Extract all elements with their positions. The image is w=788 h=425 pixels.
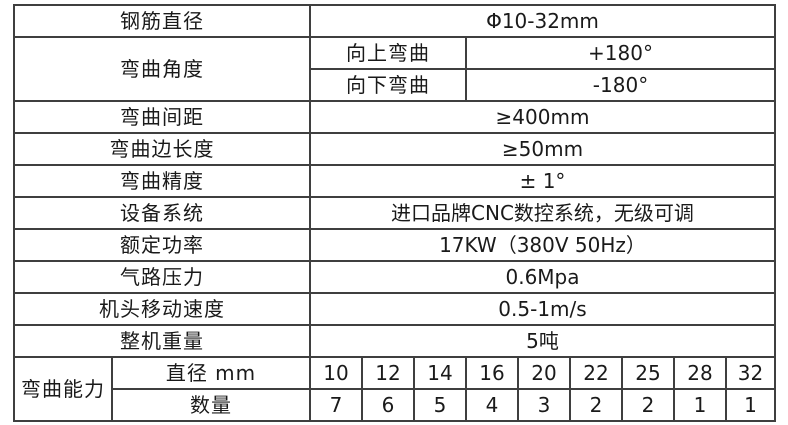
capacity-diameter-header: 直径 mm: [111, 356, 311, 390]
rated-power-label: 额定功率: [13, 228, 311, 262]
capacity-diameter-cell: 12: [361, 356, 415, 390]
bend-angle-up-value: +180°: [465, 36, 776, 70]
equipment-system-label: 设备系统: [13, 196, 311, 230]
capacity-quantity-cell: 2: [621, 388, 675, 422]
air-pressure-value: 0.6Mpa: [309, 260, 776, 294]
bend-side-length-label: 弯曲边长度: [13, 132, 311, 166]
row-capacity-quantities: 数量 7 6 5 4 3 2 2 1 1: [14, 388, 776, 422]
capacity-diameter-cell: 10: [309, 356, 363, 390]
row-head-move-speed: 机头移动速度 0.5-1m/s: [13, 292, 776, 326]
bend-angle-up-label: 向上弯曲: [309, 36, 467, 70]
capacity-diameter-cell: 22: [569, 356, 623, 390]
bend-side-length-value: ≥50mm: [309, 132, 776, 166]
machine-weight-label: 整机重量: [13, 324, 311, 358]
capacity-diameter-cell: 14: [413, 356, 467, 390]
capacity-diameter-cell: 25: [621, 356, 675, 390]
row-bend-spacing: 弯曲间距 ≥400mm: [13, 100, 776, 134]
capacity-quantity-cell: 3: [517, 388, 571, 422]
machine-spec-table: 钢筋直径 Φ10-32mm 弯曲角度 向上弯曲 +180° 向下弯曲 -180°…: [13, 4, 776, 422]
bend-angle-label: 弯曲角度: [13, 36, 311, 102]
capacity-diameter-cell: 28: [673, 356, 727, 390]
rebar-diameter-label: 钢筋直径: [13, 4, 311, 38]
capacity-quantity-cell: 1: [673, 388, 727, 422]
row-air-pressure: 气路压力 0.6Mpa: [13, 260, 776, 294]
row-machine-weight: 整机重量 5吨: [13, 324, 776, 358]
capacity-quantity-cell: 2: [569, 388, 623, 422]
capacity-diameter-cell: 16: [465, 356, 519, 390]
row-bend-precision: 弯曲精度 ± 1°: [13, 164, 776, 198]
row-bend-side-length: 弯曲边长度 ≥50mm: [13, 132, 776, 166]
air-pressure-label: 气路压力: [13, 260, 311, 294]
row-capacity-diameters: 弯曲能力 直径 mm 10 12 14 16 20 22 25 28 32: [13, 356, 776, 422]
capacity-diameter-cell: 20: [517, 356, 571, 390]
capacity-quantity-cell: 1: [725, 388, 776, 422]
capacity-diameter-cell: 32: [725, 356, 776, 390]
rebar-diameter-value: Φ10-32mm: [309, 4, 776, 38]
bend-capacity-label: 弯曲能力: [13, 356, 113, 422]
bend-spacing-value: ≥400mm: [309, 100, 776, 134]
capacity-quantity-header: 数量: [111, 388, 311, 422]
row-bend-angle-up: 弯曲角度 向上弯曲 +180°: [13, 36, 776, 102]
equipment-system-value: 进口品牌CNC数控系统，无级可调: [309, 196, 776, 230]
row-bend-angle-down: 向下弯曲 -180°: [14, 68, 776, 102]
bend-precision-label: 弯曲精度: [13, 164, 311, 198]
bend-angle-down-value: -180°: [465, 68, 776, 102]
capacity-quantity-cell: 7: [309, 388, 363, 422]
rated-power-value: 17KW（380V 50Hz）: [309, 228, 776, 262]
bend-precision-value: ± 1°: [309, 164, 776, 198]
machine-weight-value: 5吨: [309, 324, 776, 358]
row-rebar-diameter: 钢筋直径 Φ10-32mm: [13, 4, 776, 38]
bend-spacing-label: 弯曲间距: [13, 100, 311, 134]
capacity-quantity-cell: 5: [413, 388, 467, 422]
row-equipment-system: 设备系统 进口品牌CNC数控系统，无级可调: [13, 196, 776, 230]
capacity-quantity-cell: 4: [465, 388, 519, 422]
capacity-quantity-cell: 6: [361, 388, 415, 422]
head-move-speed-label: 机头移动速度: [13, 292, 311, 326]
head-move-speed-value: 0.5-1m/s: [309, 292, 776, 326]
bend-angle-down-label: 向下弯曲: [309, 68, 467, 102]
row-rated-power: 额定功率 17KW（380V 50Hz）: [13, 228, 776, 262]
